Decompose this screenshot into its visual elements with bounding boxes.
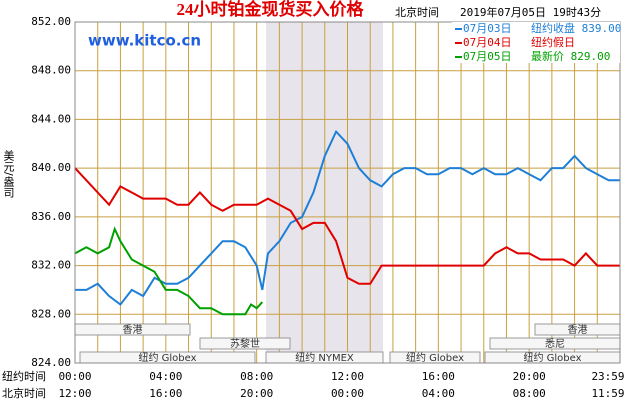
plot-frame bbox=[74, 21, 621, 364]
y-tick-label: 848.00 bbox=[31, 64, 71, 77]
legend-text: 最新价 829.00 bbox=[531, 49, 610, 63]
header-label: 北京时间 bbox=[395, 5, 439, 19]
x-tick-label: 08:00 bbox=[240, 370, 273, 383]
x2-tick-label: 16:00 bbox=[149, 387, 182, 400]
lines bbox=[74, 129, 620, 316]
legend-text: 纽约假日 bbox=[531, 35, 575, 49]
x-tick-label: 23:59 bbox=[591, 370, 624, 383]
x-tick-label: 00:00 bbox=[58, 370, 91, 383]
legend-name: 07月04日 bbox=[463, 36, 512, 49]
x-tick-label: 20:00 bbox=[513, 370, 546, 383]
session-label: 纽约 Globex bbox=[138, 351, 196, 364]
legend-name: 07月03日 bbox=[463, 22, 512, 35]
legend: 07月03日 纽约收盘 839.00 07月04日 纽约假日 07月05日 最新价 829… bbox=[455, 21, 621, 63]
y-tick-label: 852.00 bbox=[31, 15, 71, 28]
series-line bbox=[74, 167, 620, 285]
x2-row-label: 北京时间 bbox=[2, 386, 46, 400]
session-label: 香港 bbox=[568, 324, 588, 336]
legend-box bbox=[452, 22, 620, 63]
timestamp: 2019年07月05日 19时43分 bbox=[460, 5, 601, 19]
legend-text: 纽约收盘 839.00 bbox=[531, 21, 621, 35]
session-label: 纽约 Globex bbox=[406, 351, 464, 364]
x2-tick-label: 12:00 bbox=[58, 387, 91, 400]
session-label: 纽约 Globex bbox=[523, 351, 581, 364]
x2-tick-label: 08:00 bbox=[513, 387, 546, 400]
x2-tick-label: 04:00 bbox=[422, 387, 455, 400]
y-tick-label: 832.00 bbox=[31, 259, 71, 272]
y-tick-label: 828.00 bbox=[31, 307, 71, 320]
legend-name: 07月05日 bbox=[463, 50, 512, 63]
session-label: 纽约 NYMEX bbox=[295, 351, 354, 364]
grid bbox=[74, 21, 621, 364]
session-box bbox=[199, 337, 291, 350]
chart-title: 24小时铂金现货买入价格 bbox=[177, 0, 365, 19]
y-tick-label: 836.00 bbox=[31, 210, 71, 223]
x2-tick-label: 00:00 bbox=[331, 387, 364, 400]
series-line bbox=[74, 226, 264, 316]
x-tick-label: 04:00 bbox=[149, 370, 182, 383]
x2-tick-label: 20:00 bbox=[240, 387, 273, 400]
session-label: 悉尼 bbox=[545, 338, 565, 350]
x2-tick-label: 11:59 bbox=[591, 387, 624, 400]
y-tick-label: 844.00 bbox=[31, 112, 71, 125]
y-tick-label: 824.00 bbox=[31, 356, 71, 369]
x-tick-label: 16:00 bbox=[422, 370, 455, 383]
x-tick-label: 12:00 bbox=[331, 370, 364, 383]
y-axis-label: 美元/盎司 bbox=[2, 150, 15, 198]
session-label: 苏黎世 bbox=[230, 337, 260, 350]
series-line bbox=[75, 129, 620, 306]
x-row-label: 纽约时间 bbox=[2, 369, 46, 383]
session-label: 香港 bbox=[123, 324, 143, 336]
y-tick-label: 840.00 bbox=[31, 161, 71, 174]
watermark: www.kitco.cn bbox=[88, 32, 201, 50]
